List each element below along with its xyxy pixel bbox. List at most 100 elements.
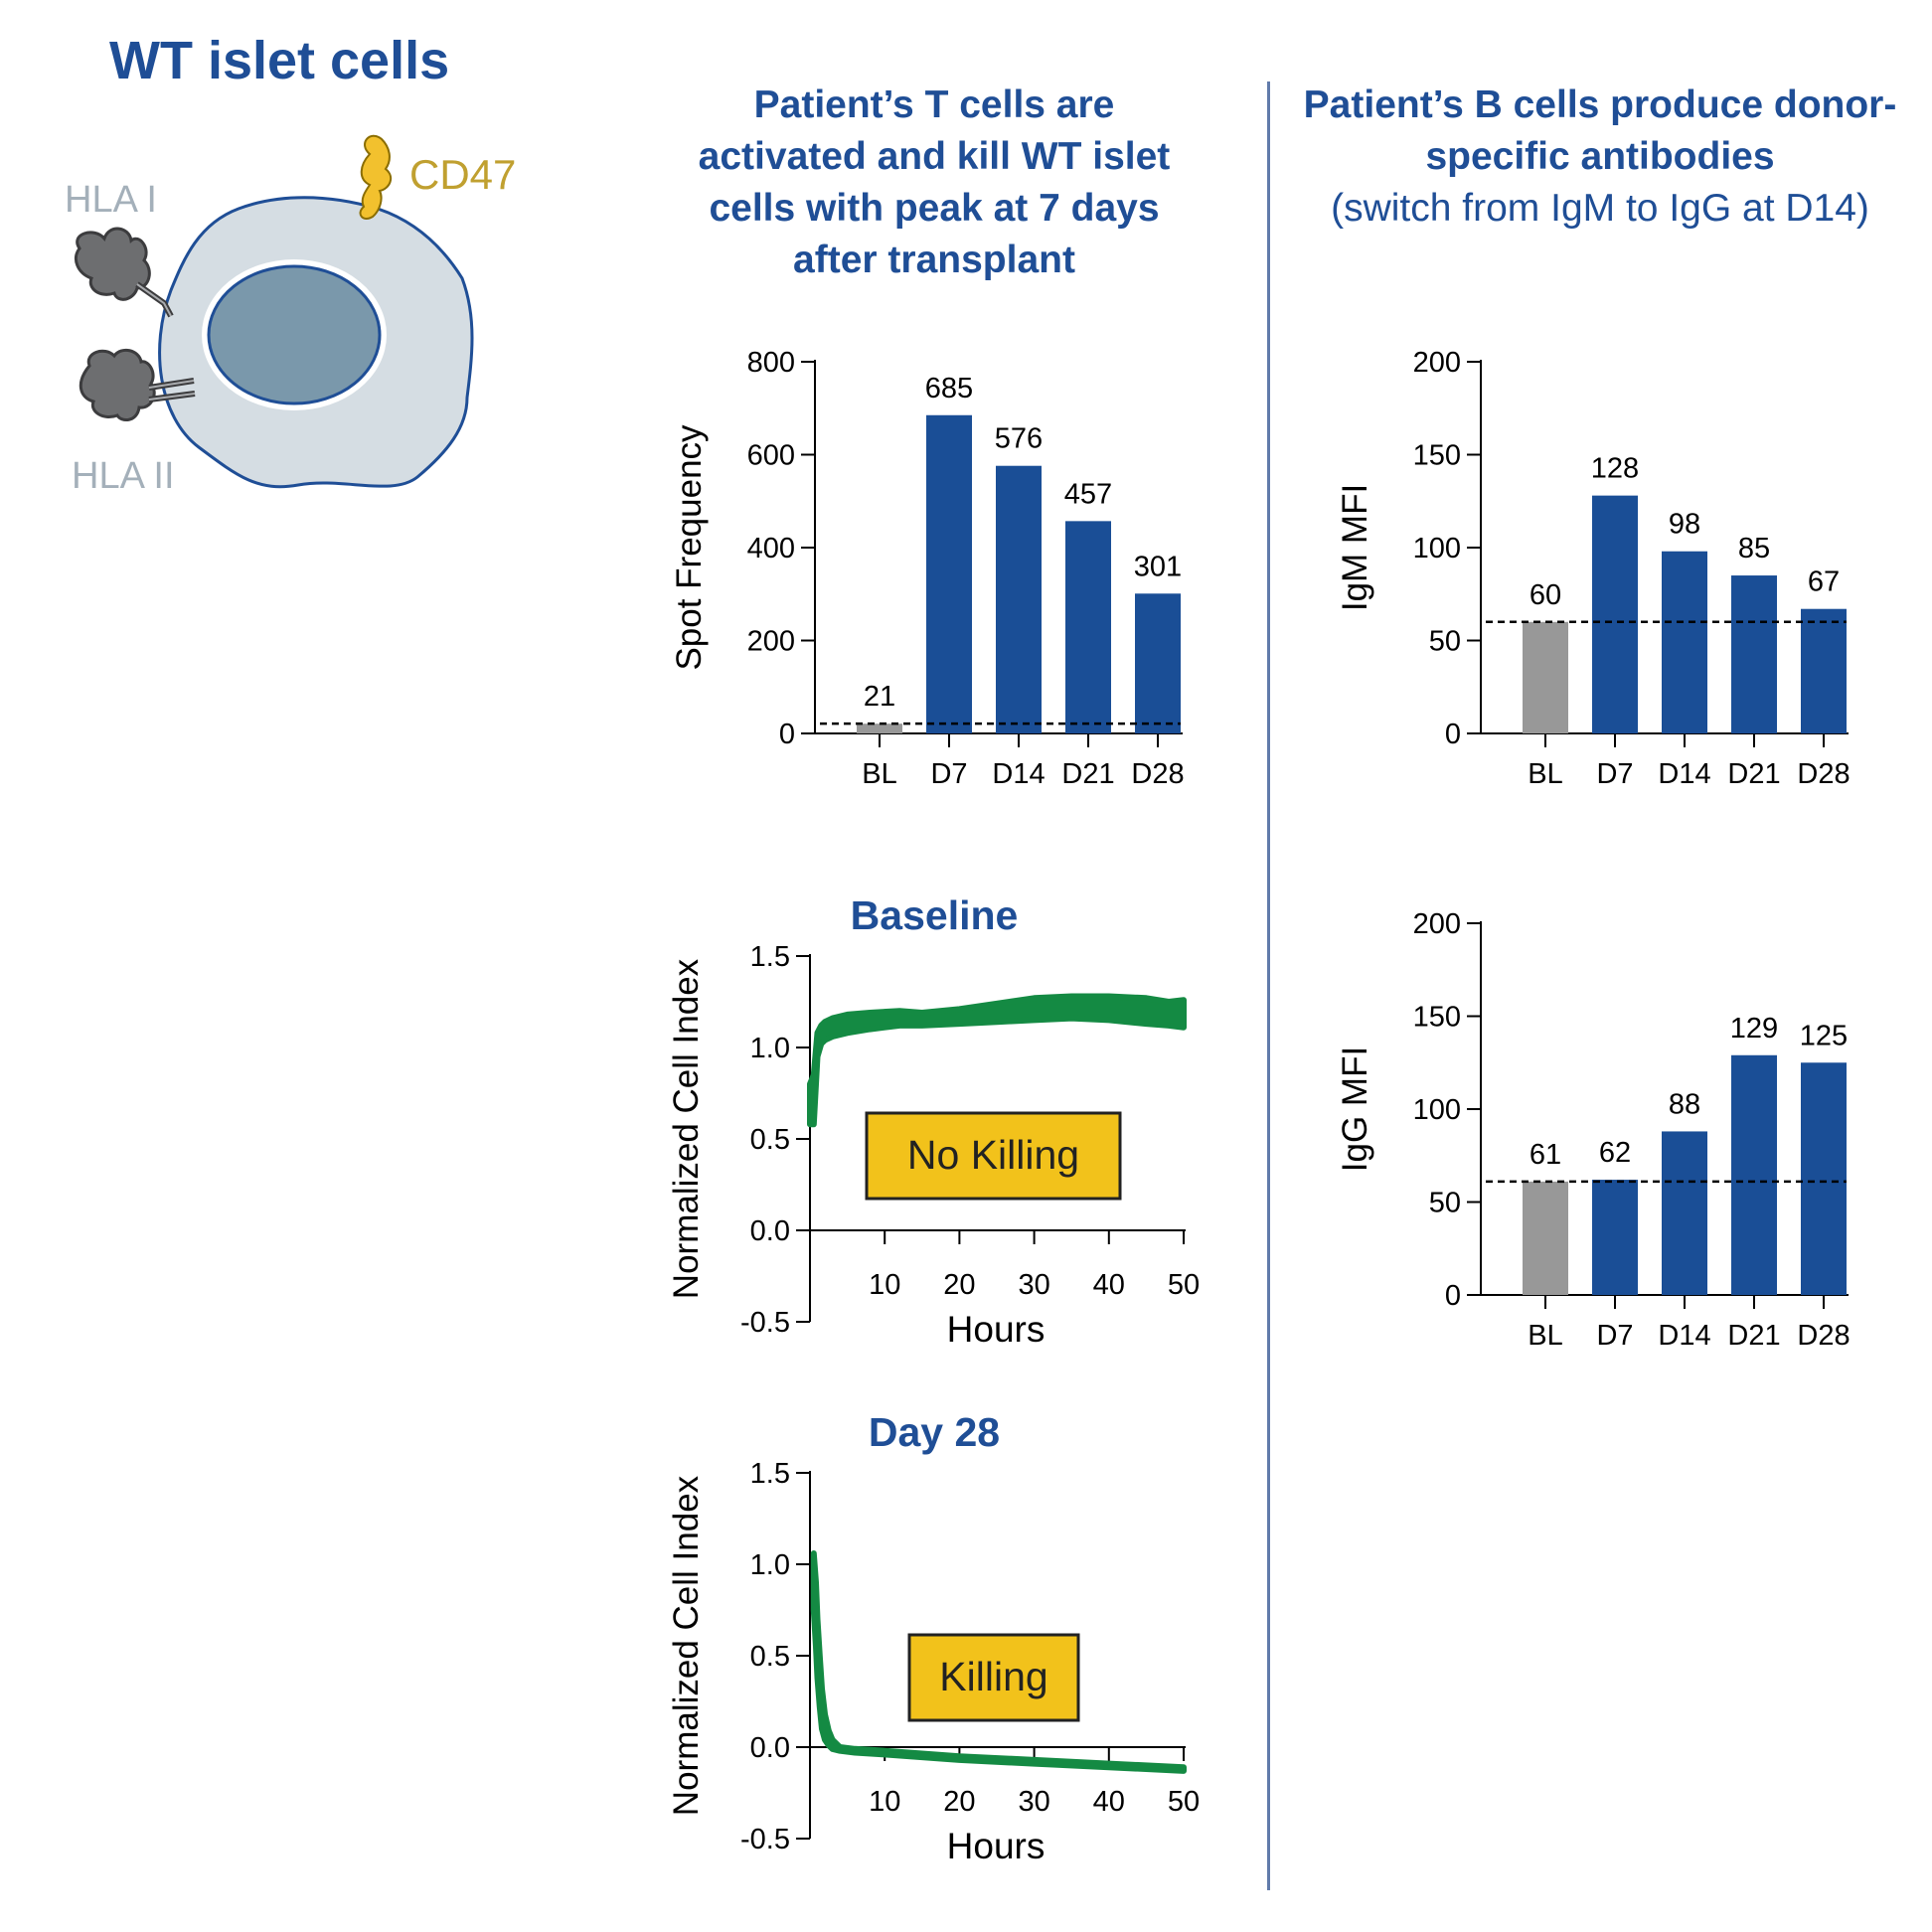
x-tick-label: 40 bbox=[1093, 1269, 1125, 1301]
bar-value-label: 301 bbox=[1134, 551, 1182, 582]
bar-d28 bbox=[1801, 608, 1847, 733]
column-divider bbox=[1267, 81, 1270, 1890]
y-tick-label: 200 bbox=[747, 626, 795, 658]
y-tick-label: 0 bbox=[1445, 1280, 1461, 1312]
bar-value-label: 685 bbox=[925, 373, 973, 404]
bar-value-label: 62 bbox=[1599, 1137, 1631, 1169]
bar-bl bbox=[857, 724, 902, 733]
y-tick-label: 0.0 bbox=[750, 1215, 790, 1247]
bar-value-label: 88 bbox=[1669, 1088, 1700, 1120]
y-axis-label: Spot Frequency bbox=[670, 424, 709, 671]
bar-d21 bbox=[1065, 521, 1111, 733]
y-tick-label: 150 bbox=[1413, 1002, 1461, 1034]
y-tick-label: 0.5 bbox=[750, 1124, 790, 1156]
y-tick-label: 1.0 bbox=[750, 1549, 790, 1581]
islet-cell-diagram bbox=[75, 134, 474, 489]
bar-d21 bbox=[1731, 575, 1777, 733]
day28-cell-index-chart: Day 28 -0.5 0.0 0.5 1.0 1.5 10 20 30 40 50 Hours Nor… bbox=[667, 1409, 1200, 1866]
cd47-label: CD47 bbox=[409, 151, 517, 198]
y-tick-label: 50 bbox=[1429, 626, 1461, 658]
bar-bl bbox=[1523, 621, 1568, 733]
x-tick-label: D14 bbox=[992, 758, 1045, 790]
bar-value-label: 61 bbox=[1530, 1139, 1561, 1171]
y-tick-label: 0.0 bbox=[750, 1732, 790, 1764]
y-tick-label: 1.0 bbox=[750, 1033, 790, 1064]
chart-title: Baseline bbox=[851, 892, 1019, 938]
bar-value-label: 457 bbox=[1064, 478, 1112, 510]
x-tick-label: D28 bbox=[1131, 758, 1184, 790]
y-axis-label: IgM MFI bbox=[1336, 484, 1374, 611]
x-tick-label: D21 bbox=[1727, 1320, 1780, 1352]
y-tick-label: 0.5 bbox=[750, 1641, 790, 1673]
x-tick-label: 40 bbox=[1093, 1786, 1125, 1818]
y-tick-label: -0.5 bbox=[740, 1307, 790, 1339]
bar-d14 bbox=[1662, 1131, 1707, 1295]
bar-value-label: 21 bbox=[864, 681, 895, 713]
x-tick-label: 10 bbox=[869, 1269, 900, 1301]
y-tick-label: 200 bbox=[1413, 908, 1461, 940]
bar-d14 bbox=[1662, 551, 1707, 733]
series-band-day-28 bbox=[810, 1550, 1187, 1774]
cd47-icon bbox=[359, 134, 393, 220]
y-tick-label: 0 bbox=[779, 719, 795, 750]
y-tick-label: 800 bbox=[747, 347, 795, 379]
bar-value-label: 98 bbox=[1669, 509, 1700, 541]
y-tick-label: 100 bbox=[1413, 1094, 1461, 1126]
igm-mfi-bar-chart: 0 50 100 150 200 60 BL 128 D7 98 D14 85 D21 67 D28 IgM … bbox=[1336, 347, 1851, 790]
bar-value-label: 128 bbox=[1591, 453, 1639, 485]
bar-value-label: 60 bbox=[1530, 579, 1561, 611]
x-tick-label: D21 bbox=[1061, 758, 1114, 790]
y-axis-label: IgG MFI bbox=[1336, 1046, 1374, 1172]
bar-value-label: 576 bbox=[995, 423, 1043, 455]
bar-value-label: 125 bbox=[1800, 1020, 1848, 1051]
hla-class-1-label: HLA I bbox=[65, 179, 157, 221]
x-axis-label: Hours bbox=[947, 1309, 1046, 1350]
b-cell-heading-bold: Patient’s B cells produce donor-specific… bbox=[1303, 83, 1897, 178]
hla-class-2-icon bbox=[79, 348, 196, 421]
y-tick-label: 1.5 bbox=[750, 1458, 790, 1490]
baseline-cell-index-chart: Baseline -0.5 0.0 0.5 1.0 1.5 10 20 30 40 50 Hours N… bbox=[667, 892, 1200, 1350]
x-tick-label: D14 bbox=[1658, 758, 1710, 790]
hla-class-1-icon bbox=[75, 227, 174, 318]
x-tick-label: 30 bbox=[1018, 1786, 1049, 1818]
x-tick-label: D7 bbox=[1596, 1320, 1633, 1352]
y-tick-label: 50 bbox=[1429, 1188, 1461, 1219]
x-tick-label: BL bbox=[1528, 758, 1562, 790]
nucleus bbox=[207, 264, 382, 405]
annotation-text: No Killing bbox=[907, 1132, 1079, 1178]
x-tick-label: 20 bbox=[943, 1269, 975, 1301]
x-tick-label: 50 bbox=[1168, 1786, 1200, 1818]
bar-bl bbox=[1523, 1181, 1568, 1295]
x-tick-label: 50 bbox=[1168, 1269, 1200, 1301]
bar-d7 bbox=[1592, 495, 1638, 733]
bar-value-label: 85 bbox=[1738, 533, 1770, 564]
x-tick-label: BL bbox=[862, 758, 896, 790]
chart-title: Day 28 bbox=[869, 1409, 1000, 1455]
x-tick-label: D28 bbox=[1797, 1320, 1850, 1352]
igg-mfi-bar-chart: 0 50 100 150 200 61 BL 62 D7 88 D14 129 D21 125 D28 IgG… bbox=[1336, 908, 1851, 1352]
x-tick-label: BL bbox=[1528, 1320, 1562, 1352]
spot-frequency-bar-chart: 0 200 400 600 800 21 BL 685 D7 576 D14 457 D21 301 D28… bbox=[670, 347, 1185, 790]
figure-title: WT islet cells bbox=[109, 31, 450, 90]
hla-class-2-label: HLA II bbox=[72, 455, 175, 497]
y-tick-label: 0 bbox=[1445, 719, 1461, 750]
bar-d28 bbox=[1135, 593, 1181, 733]
x-tick-label: 20 bbox=[943, 1786, 975, 1818]
x-axis-label: Hours bbox=[947, 1826, 1046, 1866]
x-tick-label: 30 bbox=[1018, 1269, 1049, 1301]
bar-d14 bbox=[996, 465, 1042, 733]
bar-d7 bbox=[926, 414, 972, 733]
bar-value-label: 67 bbox=[1808, 566, 1840, 598]
b-cell-heading: Patient’s B cells produce donor-specific… bbox=[1282, 80, 1918, 235]
x-tick-label: D7 bbox=[930, 758, 967, 790]
y-tick-label: -0.5 bbox=[740, 1824, 790, 1855]
y-tick-label: 200 bbox=[1413, 347, 1461, 379]
x-tick-label: D28 bbox=[1797, 758, 1850, 790]
annotation-badge bbox=[907, 1633, 1080, 1722]
x-tick-label: D7 bbox=[1596, 758, 1633, 790]
y-tick-label: 600 bbox=[747, 440, 795, 472]
b-cell-heading-subtitle: (switch from IgM to IgG at D14) bbox=[1331, 187, 1869, 230]
bar-d21 bbox=[1731, 1054, 1777, 1295]
y-tick-label: 1.5 bbox=[750, 941, 790, 973]
x-tick-label: 10 bbox=[869, 1786, 900, 1818]
